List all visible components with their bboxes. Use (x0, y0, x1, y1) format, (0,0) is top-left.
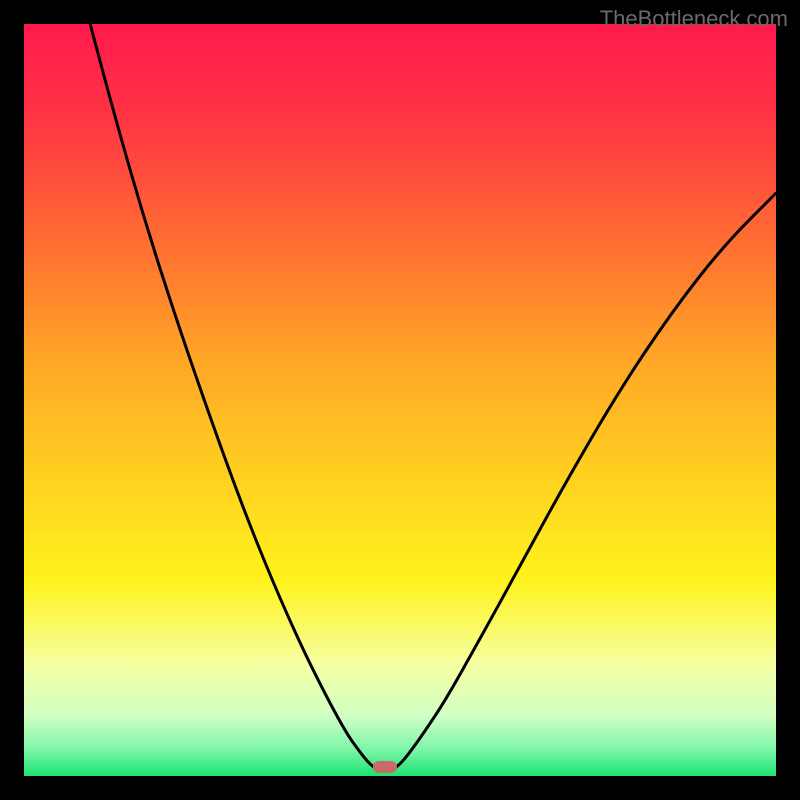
watermark-text: TheBottleneck.com (600, 6, 788, 32)
bottleneck-chart: TheBottleneck.com (0, 0, 800, 800)
optimal-point-marker (373, 761, 397, 773)
chart-svg (0, 0, 800, 800)
chart-plot-background (24, 24, 776, 776)
